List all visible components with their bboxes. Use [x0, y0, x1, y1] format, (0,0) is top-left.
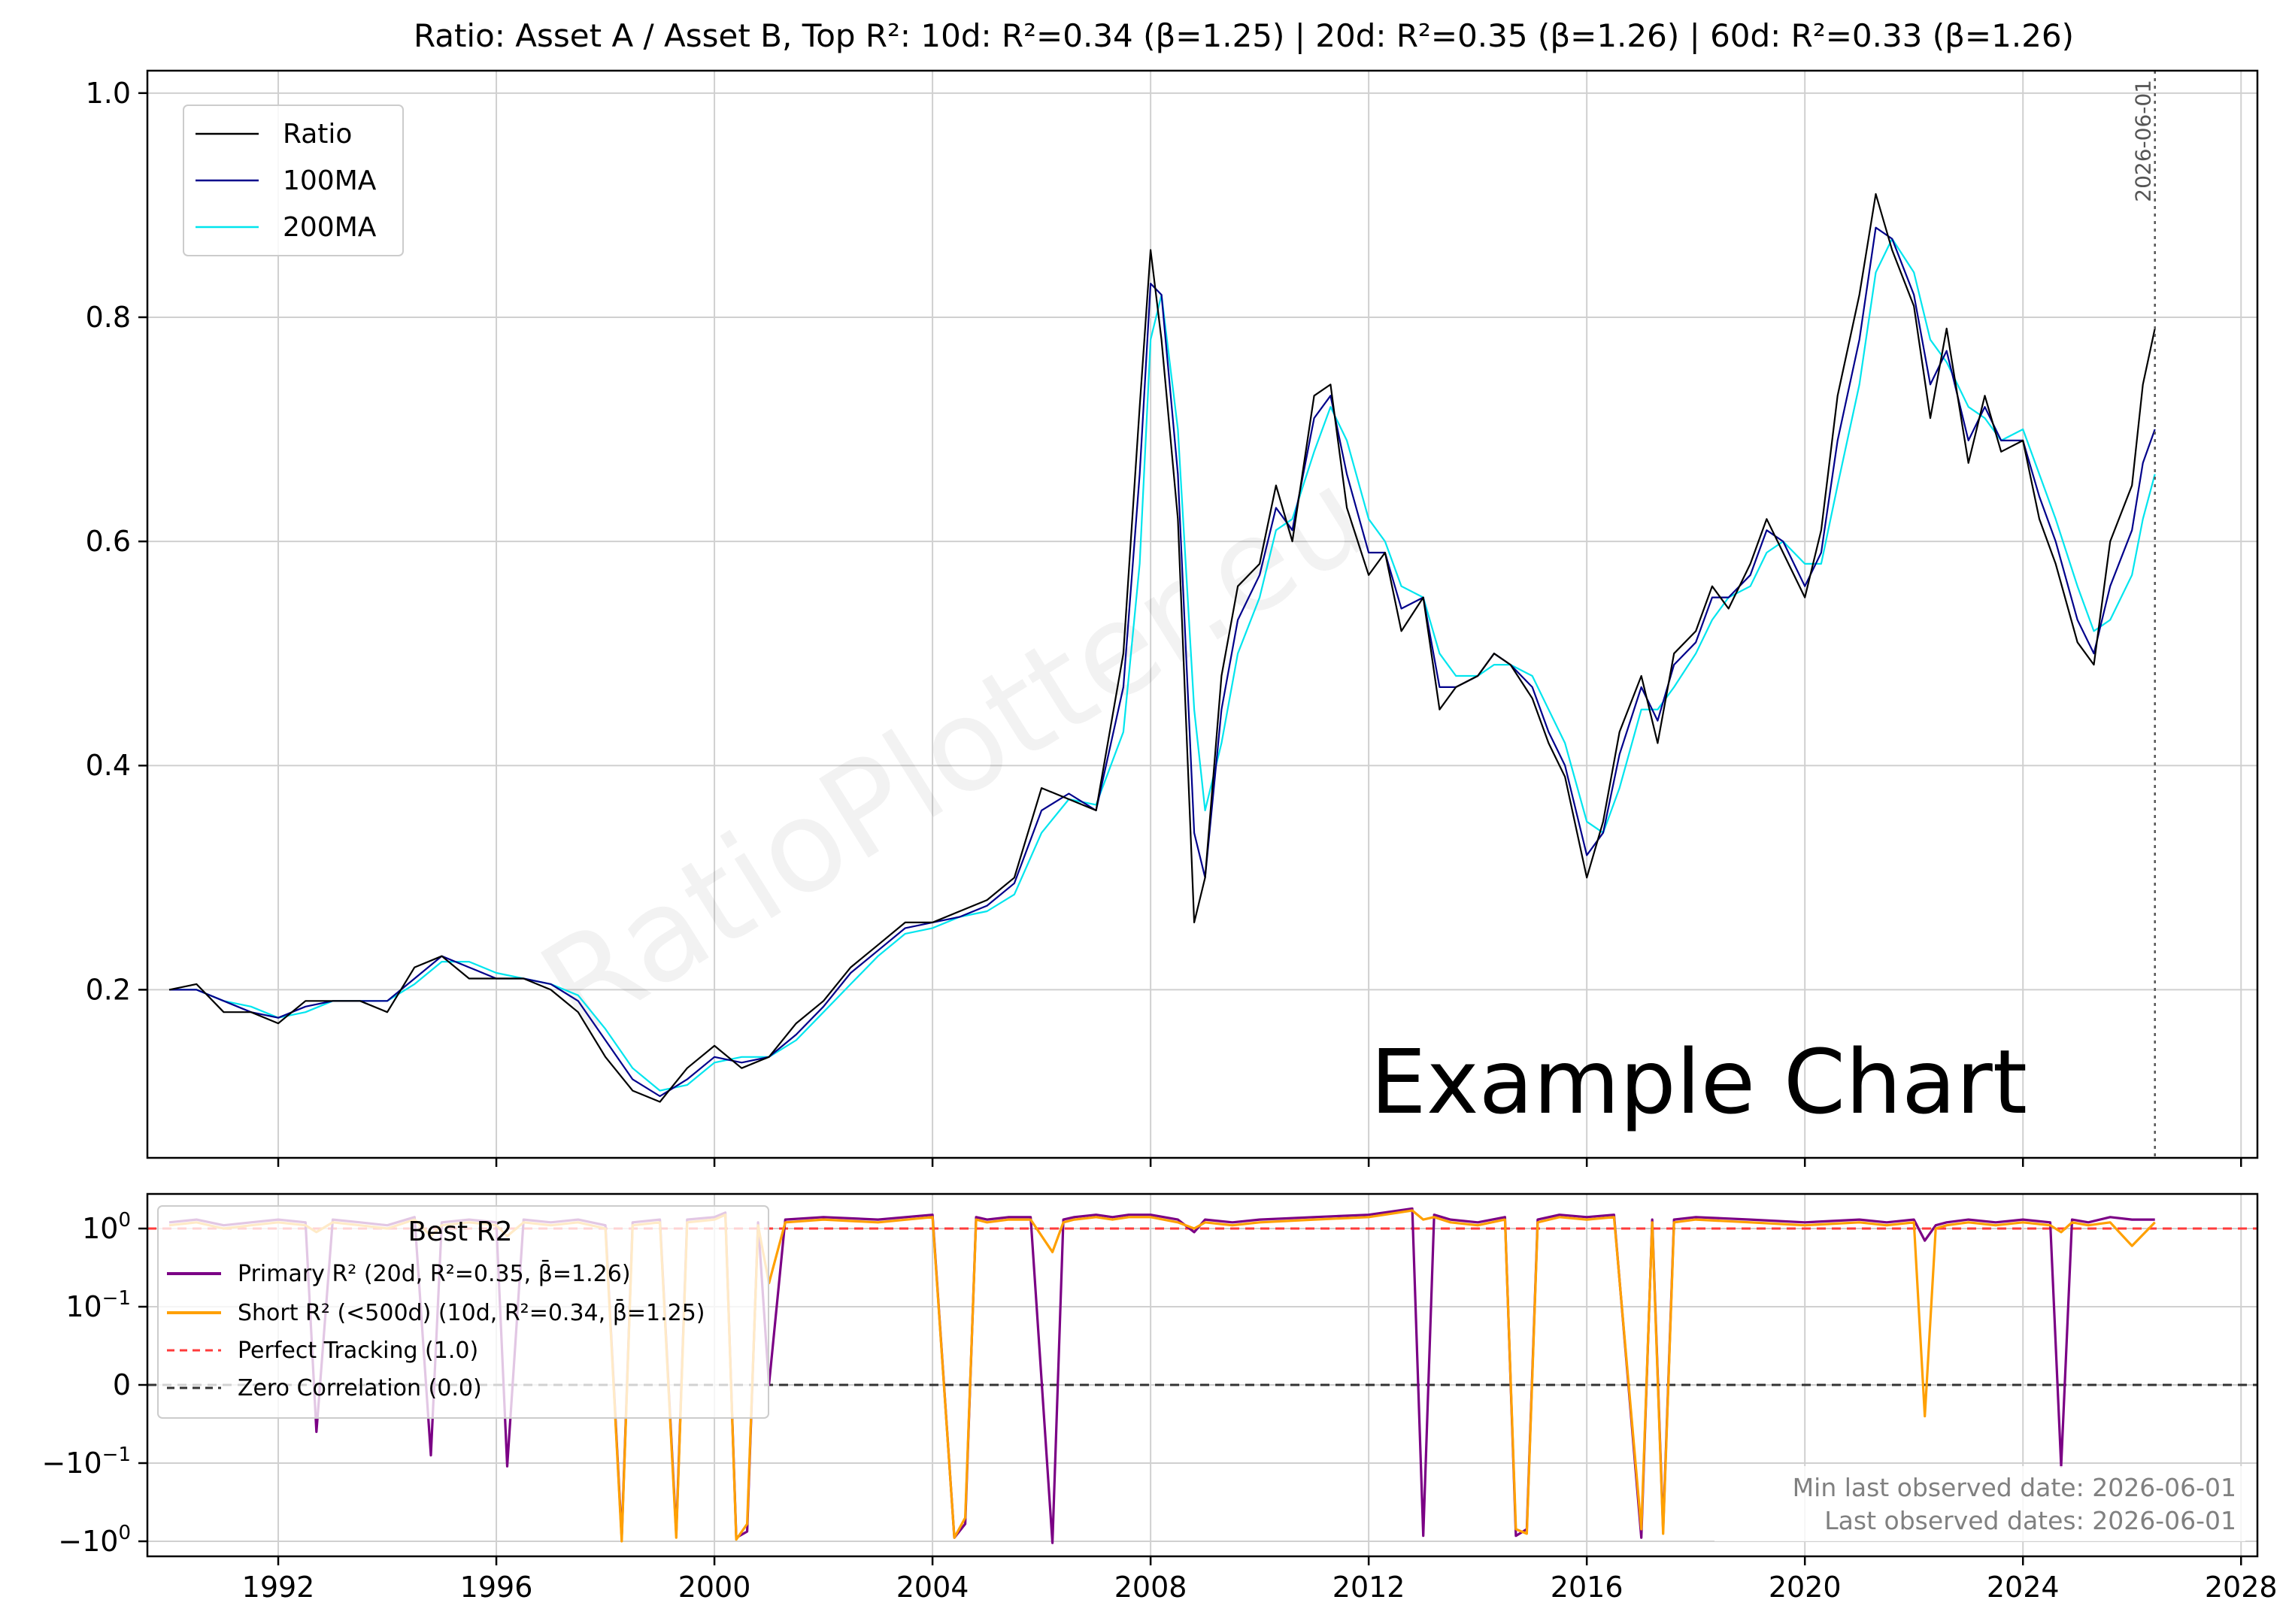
- last-date-label: 2026-06-01: [2131, 80, 2156, 202]
- top-y-tick-label: 0.6: [86, 525, 131, 558]
- top-y-tick-label: 0.2: [86, 973, 131, 1006]
- series-ratio: [168, 192, 2156, 1103]
- series-100ma: [169, 226, 2156, 1098]
- bottom-legend: Best R2 Primary R² (20d, R²=0.35, β̄=1.2…: [157, 1205, 769, 1419]
- top-axes-frame: [146, 69, 2259, 1159]
- note-last-dates: Last observed dates: 2026-06-01: [1824, 1506, 2236, 1535]
- bottom-x-tick-label: 2016: [1551, 1571, 1624, 1604]
- top-y-tick-label: 0.8: [86, 301, 131, 334]
- top-x-ticks: [277, 1158, 2242, 1167]
- bottom-axes-frame: [146, 1192, 2259, 1558]
- top-series-group: [168, 192, 2156, 1103]
- legend-200ma-label: 200MA: [283, 212, 377, 243]
- series-200ma: [169, 238, 2156, 1092]
- bottom-x-tick-label: 2000: [678, 1571, 751, 1604]
- bottom-y-tick-label: 0: [113, 1368, 131, 1401]
- bottom-x-tick-label: 1996: [460, 1571, 533, 1604]
- top-legend: Ratio 100MA 200MA: [183, 105, 404, 256]
- bottom-y-tick-label: 100: [82, 1209, 131, 1245]
- legend-100ma-label: 100MA: [283, 165, 377, 196]
- top-y-tick-label: 0.4: [86, 749, 131, 782]
- bottom-x-tick-label: 1992: [242, 1571, 315, 1604]
- bottom-x-tick-label: 2012: [1332, 1571, 1405, 1604]
- bottom-y-tick-label: −100: [58, 1522, 131, 1558]
- bottom-x-tick-label: 2024: [1987, 1571, 2060, 1604]
- top-y-tick-label: 1.0: [86, 77, 131, 110]
- note-min-last-date: Min last observed date: 2026-06-01: [1793, 1473, 2236, 1502]
- legend-zero-label: Zero Correlation (0.0): [238, 1375, 482, 1401]
- top-y-ticks: 0.2 0.4 0.6 0.8 1.0: [86, 77, 147, 1006]
- legend-primary-label: Primary R² (20d, R²=0.35, β̄=1.26): [238, 1260, 631, 1287]
- bottom-legend-title: Best R2: [408, 1216, 512, 1247]
- legend-perfect-label: Perfect Tracking (1.0): [238, 1338, 478, 1364]
- bottom-x-tick-label: 2008: [1114, 1571, 1187, 1604]
- annotation-example-chart: Example Chart: [1370, 1030, 2027, 1134]
- legend-short-label: Short R² (<500d) (10d, R²=0.34, β̄=1.25): [238, 1299, 705, 1326]
- series-primary-r2: [168, 1207, 2155, 1544]
- bottom-x-tick-label: 2020: [1769, 1571, 1842, 1604]
- bottom-x-ticks: 1992 1996 2000 2004 2008 2012 2016 2020 2024 2028: [242, 1556, 2278, 1604]
- top-grid: [147, 71, 2257, 1158]
- bottom-x-tick-label: 2004: [896, 1571, 969, 1604]
- legend-ratio-label: Ratio: [283, 119, 352, 150]
- chart-title: Ratio: Asset A / Asset B, Top R²: 10d: R…: [414, 17, 2074, 54]
- bottom-x-tick-label: 2028: [2205, 1571, 2278, 1604]
